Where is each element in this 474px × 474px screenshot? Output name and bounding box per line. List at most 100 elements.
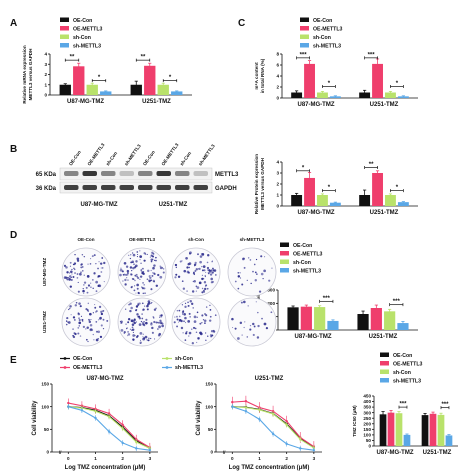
colony-dot bbox=[135, 260, 138, 263]
colony-dot bbox=[202, 265, 206, 268]
y-axis-label: Cell viability bbox=[32, 400, 38, 436]
x-tick-label: U251-TMZ bbox=[369, 334, 398, 340]
colony-dot bbox=[146, 253, 148, 256]
legend-label: OE-Con bbox=[313, 18, 332, 24]
legend-swatch bbox=[300, 34, 309, 39]
y-axis-label: METTL3 versus GAPDH bbox=[260, 157, 265, 210]
colony-dot bbox=[135, 265, 137, 267]
colony-dot bbox=[153, 264, 156, 267]
x-tick-label: 2 bbox=[121, 456, 124, 461]
colony-dot bbox=[78, 302, 81, 305]
colony-dot bbox=[88, 320, 92, 324]
chart-c-m6a: 0 2 4 6 8 m⁶A content in total RNA (%) U87-MG-T… bbox=[254, 52, 418, 108]
lane-label: OE-METTL3 bbox=[160, 142, 179, 167]
colony-dot bbox=[95, 330, 98, 333]
colony-dot bbox=[252, 270, 254, 273]
y-tick-label: 200 bbox=[267, 301, 275, 306]
legend-a: OE-Con OE-METTL3 sh-Con sh-METTL3 bbox=[60, 17, 103, 50]
colony-dot bbox=[90, 286, 92, 288]
colony-dot bbox=[72, 328, 74, 330]
colony-dot bbox=[201, 277, 204, 281]
chart-e-u251-viability: 0 50 100 150 0 1 2 3 // U251-TMZ Log TMZ concentra… bbox=[196, 376, 322, 471]
y-tick-label: 3 bbox=[44, 62, 47, 67]
colony-dot bbox=[145, 318, 148, 321]
band-mettl3 bbox=[64, 171, 79, 176]
colony-dot bbox=[142, 336, 144, 338]
data-point bbox=[244, 400, 248, 403]
western-blot: OE-Con OE-METTL3 sh-Con sh-METTL3 OE-Con OE-M… bbox=[36, 142, 239, 208]
colony-dot bbox=[130, 254, 132, 256]
colony-dot bbox=[209, 304, 211, 307]
colony-dot bbox=[139, 250, 141, 252]
colony-dot bbox=[146, 308, 149, 311]
colony-dot bbox=[85, 286, 88, 289]
colony-dot bbox=[210, 277, 213, 281]
colony-dot bbox=[144, 305, 146, 307]
colony-dot bbox=[89, 312, 92, 316]
y-axis-label: in total RNA (%) bbox=[260, 58, 265, 93]
colony-dot bbox=[123, 273, 126, 276]
y-tick-label: 0 bbox=[44, 93, 47, 98]
legend-label: OE-METTL3 bbox=[393, 362, 423, 368]
colony-dot bbox=[181, 260, 183, 262]
colony-dot bbox=[186, 290, 188, 292]
colony-dot bbox=[155, 256, 157, 259]
y-axis-label: TMZ IC50 (μM) bbox=[352, 405, 357, 437]
legend-swatch bbox=[280, 268, 289, 273]
data-point bbox=[67, 405, 70, 408]
plate-well bbox=[227, 247, 277, 297]
colony-dot bbox=[209, 315, 212, 318]
colony-dot bbox=[243, 266, 246, 269]
lane-label: OE-Con bbox=[142, 150, 156, 167]
colony-dot bbox=[70, 278, 73, 282]
colony-dot bbox=[139, 341, 142, 344]
colony-dot bbox=[247, 305, 249, 307]
colony-dot bbox=[182, 313, 184, 315]
colony-dot bbox=[101, 267, 104, 269]
colony-dot bbox=[155, 259, 157, 262]
colony-dot bbox=[188, 331, 192, 335]
colony-dot bbox=[125, 273, 128, 276]
colony-dot bbox=[93, 272, 96, 275]
colony-dot bbox=[182, 332, 184, 334]
colony-dot bbox=[212, 267, 214, 270]
colony-dot bbox=[100, 267, 102, 269]
colony-dot bbox=[74, 262, 77, 264]
sig-label: * bbox=[396, 185, 399, 191]
y-tick-label: 8 bbox=[276, 52, 279, 57]
plate-column-label: OE-METTL3 bbox=[129, 237, 155, 242]
legend-swatch bbox=[300, 17, 309, 22]
colony-dot bbox=[143, 337, 146, 340]
colony-dot bbox=[136, 287, 139, 290]
colony-dot bbox=[243, 326, 245, 329]
y-tick-label: 2 bbox=[44, 72, 47, 77]
colony-dot bbox=[137, 253, 139, 256]
sig-label: ** bbox=[141, 55, 146, 61]
colony-dot bbox=[149, 276, 152, 280]
colony-dot bbox=[136, 313, 139, 316]
data-point bbox=[107, 430, 111, 433]
y-tick-label: 100 bbox=[41, 404, 49, 409]
colony-dot bbox=[194, 261, 197, 265]
colony-dot bbox=[188, 262, 192, 265]
colony-dot bbox=[204, 332, 207, 334]
y-axis-label: Relative Protein expression bbox=[254, 154, 259, 214]
legend-swatch bbox=[280, 242, 289, 247]
y-axis-label: m⁶A content bbox=[254, 62, 259, 90]
colony-dot bbox=[141, 313, 143, 315]
blot-strip-gapdh bbox=[59, 181, 213, 194]
colony-dot bbox=[130, 306, 133, 310]
colony-dot bbox=[102, 309, 105, 312]
colony-dot bbox=[149, 256, 151, 258]
colony-dot bbox=[68, 275, 72, 278]
colony-dot bbox=[97, 319, 99, 321]
colony-dot bbox=[65, 323, 68, 326]
colony-dot bbox=[152, 279, 155, 283]
colony-dot bbox=[142, 271, 145, 273]
colony-dot bbox=[128, 254, 130, 256]
colony-dot bbox=[247, 257, 250, 259]
y-tick-label: 0 bbox=[46, 450, 49, 455]
data-point bbox=[231, 400, 234, 404]
colony-dot bbox=[149, 275, 151, 277]
colony-dot bbox=[139, 255, 143, 258]
